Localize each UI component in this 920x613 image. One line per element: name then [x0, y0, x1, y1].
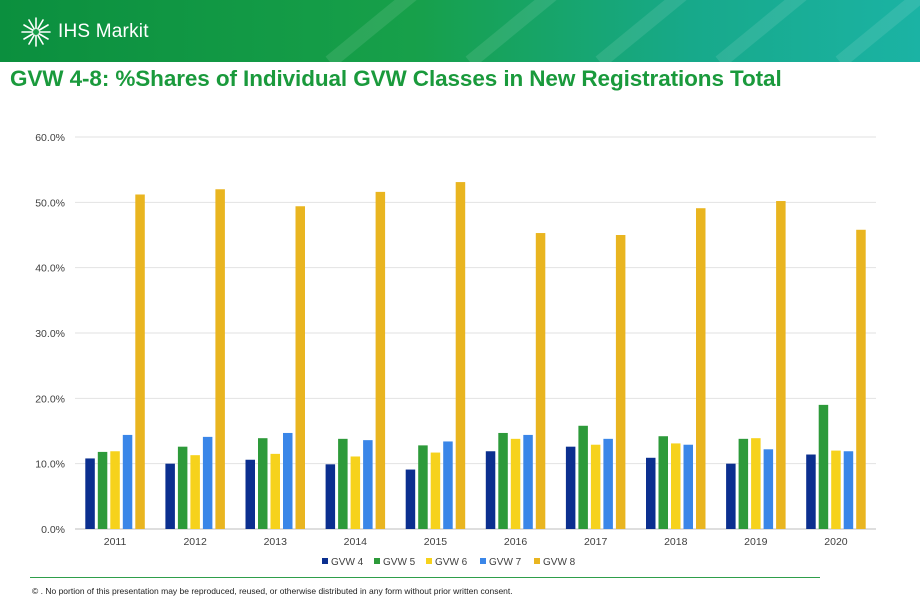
bar [122, 434, 133, 529]
brand-logo: IHS Markit [20, 16, 149, 48]
y-tick-label: 50.0% [35, 197, 65, 209]
bar [110, 451, 120, 529]
x-tick-label: 2011 [104, 536, 127, 548]
bar [202, 436, 213, 529]
bar [856, 229, 866, 530]
bar [135, 194, 145, 529]
x-tick-label: 2018 [664, 536, 688, 548]
bar [523, 434, 533, 529]
bar [215, 189, 225, 529]
bar [763, 449, 774, 529]
bar [776, 201, 786, 529]
legend-label: GVW 7 [489, 557, 522, 568]
x-tick-label: 2014 [344, 536, 368, 548]
bar [258, 438, 268, 529]
y-tick-label: 0.0% [41, 524, 65, 536]
bar [325, 464, 336, 529]
bar [177, 446, 188, 529]
bar [443, 441, 453, 529]
header-band: IHS Markit [0, 0, 920, 62]
legend-swatch [534, 558, 540, 564]
bar [831, 450, 841, 529]
starburst-icon [21, 17, 51, 47]
bar [738, 438, 749, 529]
bar [535, 233, 546, 530]
bar [671, 443, 681, 529]
y-tick-label: 30.0% [35, 328, 65, 340]
x-tick-label: 2013 [264, 536, 288, 548]
bar [418, 445, 428, 529]
bar [165, 463, 175, 529]
bar [590, 444, 601, 529]
bar [338, 438, 348, 529]
bar [245, 459, 255, 529]
bar [498, 432, 508, 529]
bar [375, 191, 386, 529]
bar [455, 182, 466, 529]
legend-swatch [374, 558, 380, 564]
bar [295, 206, 305, 529]
bar [97, 451, 108, 529]
bar [696, 208, 706, 530]
legend-swatch [322, 558, 328, 564]
logo-text: IHS Markit [58, 21, 149, 42]
bar [565, 446, 576, 529]
x-tick-label: 2017 [584, 536, 608, 548]
y-tick-label: 10.0% [35, 459, 65, 471]
bar [818, 404, 829, 529]
header-decoration [325, 0, 920, 62]
bar [751, 438, 761, 529]
bar [85, 458, 95, 529]
bar [615, 235, 626, 529]
bar [646, 457, 656, 529]
bar [843, 451, 854, 529]
bar [578, 425, 588, 529]
bar [806, 454, 816, 529]
x-tick-label: 2015 [424, 536, 448, 548]
bar [430, 452, 441, 529]
x-tick-label: 2012 [183, 536, 207, 548]
bar [658, 436, 668, 529]
bar [603, 438, 613, 529]
y-tick-label: 40.0% [35, 263, 65, 275]
legend-swatch [426, 558, 432, 564]
x-tick-label: 2020 [824, 536, 848, 548]
legend-label: GVW 6 [435, 557, 468, 568]
bar [190, 455, 200, 529]
y-tick-label: 60.0% [35, 132, 65, 144]
slide-title: GVW 4-8: %Shares of Individual GVW Class… [10, 66, 782, 91]
bar [726, 463, 736, 529]
y-tick-label: 20.0% [35, 393, 65, 405]
bar [363, 440, 373, 529]
legend-swatch [480, 558, 486, 564]
bar [283, 432, 293, 529]
bar [270, 453, 280, 529]
footer-disclaimer: © . No portion of this presentation may … [32, 586, 513, 596]
footer-divider [30, 577, 820, 578]
bar [485, 451, 496, 529]
legend-label: GVW 8 [543, 557, 576, 568]
bar [683, 444, 693, 529]
x-tick-label: 2019 [744, 536, 768, 548]
x-tick-label: 2016 [504, 536, 528, 548]
legend-label: GVW 5 [383, 557, 416, 568]
bar-chart: 0.0% 10.0% 20.0% 30.0% 40.0% 50.0% 60.0% 2011 20… [35, 132, 876, 568]
legend-label: GVW 4 [331, 557, 364, 568]
bar [510, 438, 521, 529]
bar [350, 456, 361, 529]
bar [405, 469, 416, 529]
